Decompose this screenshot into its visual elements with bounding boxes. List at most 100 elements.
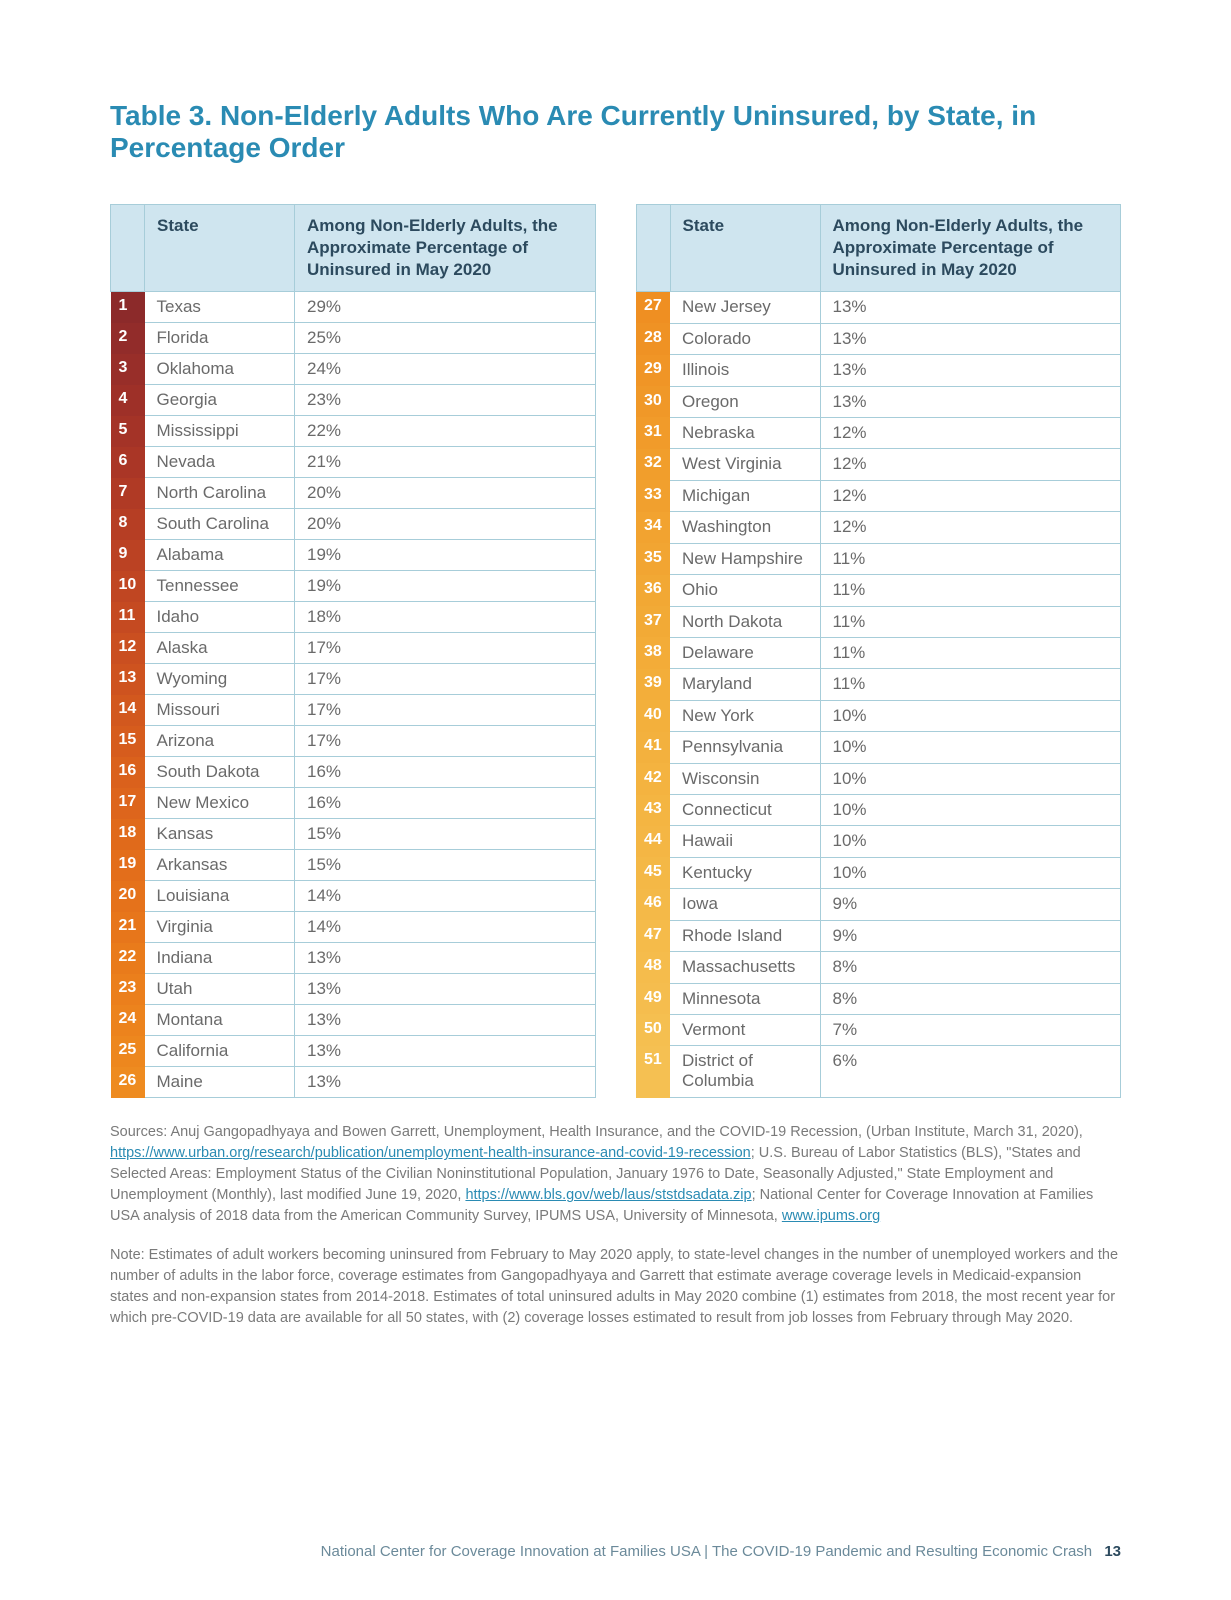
sources-link-3[interactable]: www.ipums.org — [782, 1208, 880, 1224]
state-cell: Oregon — [670, 386, 820, 417]
rank-cell: 20 — [111, 881, 145, 912]
table-row: 9Alabama19% — [111, 540, 596, 571]
table-row: 28Colorado13% — [636, 323, 1121, 354]
rank-cell: 15 — [111, 726, 145, 757]
pct-cell: 9% — [820, 889, 1121, 920]
table-row: 11Idaho18% — [111, 602, 596, 633]
pct-cell: 11% — [820, 669, 1121, 700]
table-row: 50Vermont7% — [636, 1014, 1121, 1045]
state-cell: Massachusetts — [670, 952, 820, 983]
pct-cell: 21% — [295, 447, 596, 478]
state-cell: Arkansas — [145, 850, 295, 881]
pct-cell: 10% — [820, 700, 1121, 731]
state-cell: Hawaii — [670, 826, 820, 857]
pct-cell: 15% — [295, 819, 596, 850]
rank-cell: 12 — [111, 633, 145, 664]
pct-cell: 7% — [820, 1014, 1121, 1045]
col-pct-header: Among Non-Elderly Adults, the Approximat… — [820, 205, 1121, 292]
pct-cell: 13% — [295, 974, 596, 1005]
pct-cell: 8% — [820, 952, 1121, 983]
table-row: 20Louisiana14% — [111, 881, 596, 912]
state-cell: Wisconsin — [670, 763, 820, 794]
page-number: 13 — [1104, 1543, 1121, 1560]
rank-cell: 38 — [636, 637, 670, 668]
pct-cell: 17% — [295, 664, 596, 695]
pct-cell: 11% — [820, 575, 1121, 606]
sources-link-1[interactable]: https://www.urban.org/research/publicati… — [110, 1145, 751, 1161]
rank-cell: 28 — [636, 323, 670, 354]
pct-cell: 12% — [820, 449, 1121, 480]
table-row: 14Missouri17% — [111, 695, 596, 726]
pct-cell: 17% — [295, 633, 596, 664]
state-cell: Idaho — [145, 602, 295, 633]
pct-cell: 12% — [820, 512, 1121, 543]
state-cell: Minnesota — [670, 983, 820, 1014]
rank-cell: 26 — [111, 1067, 145, 1098]
rank-cell: 10 — [111, 571, 145, 602]
table-right: State Among Non-Elderly Adults, the Appr… — [636, 204, 1122, 1098]
table-row: 4Georgia23% — [111, 385, 596, 416]
pct-cell: 11% — [820, 606, 1121, 637]
pct-cell: 22% — [295, 416, 596, 447]
pct-cell: 14% — [295, 881, 596, 912]
state-cell: New Jersey — [670, 292, 820, 323]
table-row: 18Kansas15% — [111, 819, 596, 850]
pct-cell: 12% — [820, 417, 1121, 448]
pct-cell: 13% — [295, 1005, 596, 1036]
rank-cell: 45 — [636, 857, 670, 888]
table-row: 10Tennessee19% — [111, 571, 596, 602]
note-text: Note: Estimates of adult workers becomin… — [110, 1245, 1121, 1329]
state-cell: Oklahoma — [145, 354, 295, 385]
table-row: 3Oklahoma24% — [111, 354, 596, 385]
pct-cell: 6% — [820, 1046, 1121, 1098]
rank-cell: 25 — [111, 1036, 145, 1067]
pct-cell: 16% — [295, 757, 596, 788]
rank-cell: 3 — [111, 354, 145, 385]
rank-cell: 51 — [636, 1046, 670, 1098]
rank-cell: 18 — [111, 819, 145, 850]
rank-cell: 41 — [636, 732, 670, 763]
pct-cell: 15% — [295, 850, 596, 881]
pct-cell: 29% — [295, 292, 596, 323]
pct-cell: 13% — [295, 1036, 596, 1067]
state-cell: Alabama — [145, 540, 295, 571]
sources-prefix: Sources: Anuj Gangopadhyaya and Bowen Ga… — [110, 1124, 1083, 1140]
col-state-header: State — [145, 205, 295, 292]
state-cell: New York — [670, 700, 820, 731]
state-cell: Kentucky — [670, 857, 820, 888]
pct-cell: 10% — [820, 795, 1121, 826]
state-cell: Montana — [145, 1005, 295, 1036]
table-row: 30Oregon13% — [636, 386, 1121, 417]
pct-cell: 23% — [295, 385, 596, 416]
table-row: 12Alaska17% — [111, 633, 596, 664]
rank-cell: 37 — [636, 606, 670, 637]
state-cell: Wyoming — [145, 664, 295, 695]
state-cell: South Dakota — [145, 757, 295, 788]
table-row: 7North Carolina20% — [111, 478, 596, 509]
table-row: 24Montana13% — [111, 1005, 596, 1036]
rank-cell: 43 — [636, 795, 670, 826]
rank-cell: 4 — [111, 385, 145, 416]
footer-text: National Center for Coverage Innovation … — [321, 1543, 1093, 1560]
pct-cell: 10% — [820, 826, 1121, 857]
rank-cell: 44 — [636, 826, 670, 857]
state-cell: North Carolina — [145, 478, 295, 509]
state-cell: Colorado — [670, 323, 820, 354]
state-cell: New Hampshire — [670, 543, 820, 574]
rank-cell: 27 — [636, 292, 670, 323]
sources-link-2[interactable]: https://www.bls.gov/web/laus/ststdsadata… — [465, 1187, 751, 1203]
state-cell: South Carolina — [145, 509, 295, 540]
table-row: 35New Hampshire11% — [636, 543, 1121, 574]
table-row: 41Pennsylvania10% — [636, 732, 1121, 763]
rank-cell: 14 — [111, 695, 145, 726]
rank-cell: 31 — [636, 417, 670, 448]
state-cell: Nebraska — [670, 417, 820, 448]
table-row: 42Wisconsin10% — [636, 763, 1121, 794]
pct-cell: 19% — [295, 540, 596, 571]
pct-cell: 17% — [295, 695, 596, 726]
state-cell: Maine — [145, 1067, 295, 1098]
col-state-header: State — [670, 205, 820, 292]
rank-cell: 2 — [111, 323, 145, 354]
rank-cell: 48 — [636, 952, 670, 983]
rank-cell: 36 — [636, 575, 670, 606]
